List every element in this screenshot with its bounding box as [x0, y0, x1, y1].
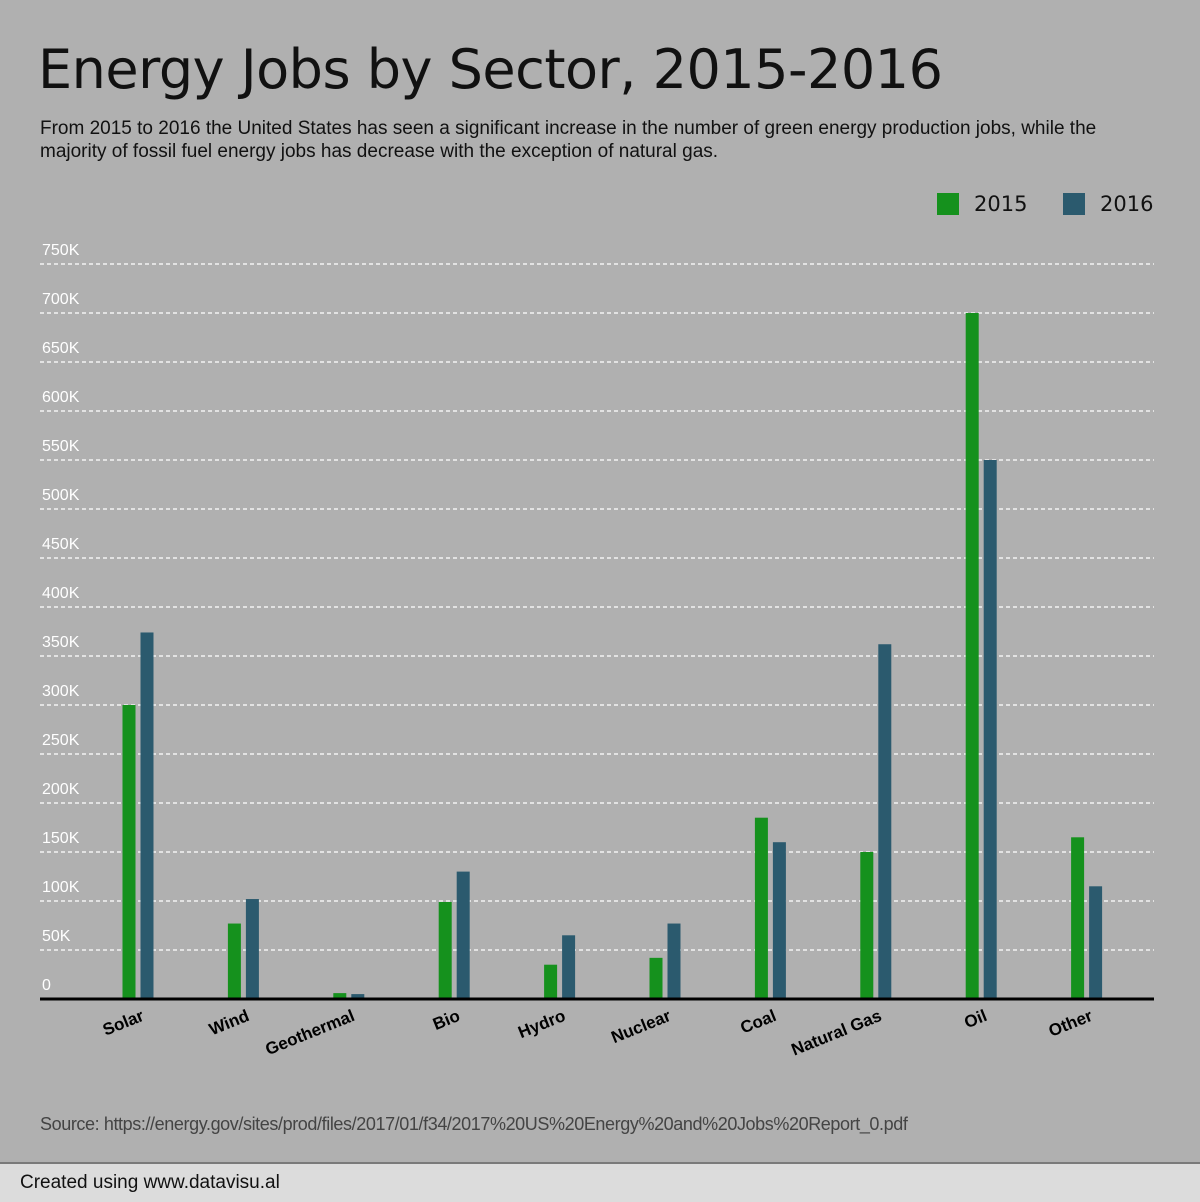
bar-2015-bio [438, 901, 452, 999]
bar-2015-oil [965, 313, 979, 999]
y-tick-label: 150K [42, 830, 80, 847]
bar-2015-solar [122, 705, 136, 999]
y-tick-label: 450K [42, 536, 80, 553]
y-tick-label: 550K [42, 438, 80, 455]
x-tick-label: Natural Gas [789, 1006, 885, 1059]
x-tick-label: Bio [430, 1006, 463, 1034]
footer-credit: Created using www.datavisu.al [20, 1172, 280, 1193]
x-tick-label: Other [1046, 1006, 1096, 1041]
x-tick-label: Wind [206, 1006, 251, 1039]
footer-bar: Created using www.datavisu.al [0, 1162, 1200, 1202]
y-tick-label: 350K [42, 634, 80, 651]
bar-2015-coal [754, 817, 768, 999]
legend-swatch-2016 [1063, 193, 1085, 215]
bar-2015-geothermal [333, 993, 347, 999]
x-tick-label: Oil [962, 1006, 990, 1032]
bar-2015-hydro [544, 964, 558, 999]
legend-swatch-2015 [937, 193, 959, 215]
bar-2015-other [1071, 837, 1085, 999]
bar-2016-nuclear [667, 923, 681, 999]
bar-2016-natural-gas [878, 644, 892, 999]
y-tick-label: 500K [42, 487, 80, 504]
bar-chart: 0 50K 100K 150K 200K 250K 300K 350K 400K 450K 500K… [40, 242, 1154, 1059]
legend-label-2016: 2016 [1100, 192, 1154, 216]
legend-item-2016: 2016 [1063, 192, 1153, 216]
bar-2016-other [1089, 886, 1103, 999]
y-tick-label: 400K [42, 585, 80, 602]
y-tick-label: 200K [42, 781, 80, 798]
x-tick-label: Nuclear [609, 1006, 674, 1047]
y-tick-label: 0 [42, 977, 51, 994]
chart-subtitle: From 2015 to 2016 the United States has … [40, 118, 1097, 162]
y-tick-label: 300K [42, 683, 80, 700]
bar-2015-nuclear [649, 957, 663, 999]
y-tick-label: 600K [42, 389, 80, 406]
x-tick-label: Coal [738, 1006, 779, 1037]
x-tick-label: Geothermal [263, 1006, 358, 1059]
chart-title: Energy Jobs by Sector, 2015-2016 [38, 38, 943, 101]
bar-2016-bio [456, 871, 470, 999]
bar-2016-hydro [562, 935, 576, 999]
bar-2016-coal [772, 842, 786, 999]
legend-label-2015: 2015 [974, 192, 1028, 216]
y-tick-label: 650K [42, 340, 80, 357]
source-citation: Source: https://energy.gov/sites/prod/fi… [40, 1114, 908, 1134]
x-tick-label: Solar [100, 1006, 147, 1040]
y-tick-label: 100K [42, 879, 80, 896]
y-tick-label: 250K [42, 732, 80, 749]
bar-2016-wind [245, 899, 259, 999]
y-tick-label: 50K [42, 928, 71, 945]
x-tick-label: Hydro [515, 1006, 568, 1042]
bar-2016-solar [140, 632, 154, 999]
bar-2016-oil [983, 460, 997, 999]
legend-item-2015: 2015 [937, 192, 1027, 216]
bar-2016-geothermal [351, 994, 365, 999]
y-tick-label: 750K [42, 242, 80, 259]
bar-2015-wind [227, 923, 241, 999]
y-tick-label: 700K [42, 291, 80, 308]
bar-2015-natural-gas [860, 852, 874, 999]
